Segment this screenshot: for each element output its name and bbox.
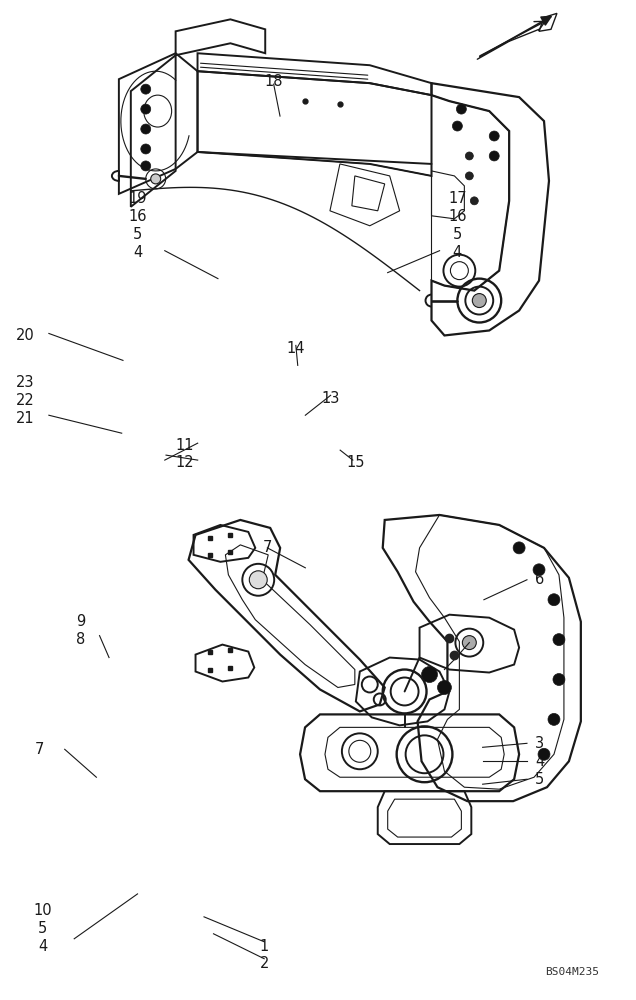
Text: 3: 3 — [535, 736, 544, 751]
Circle shape — [548, 713, 560, 725]
Text: 23: 23 — [16, 375, 35, 390]
Text: 4: 4 — [535, 754, 544, 769]
Text: 2: 2 — [259, 956, 269, 971]
Circle shape — [141, 124, 151, 134]
Circle shape — [538, 748, 550, 760]
Text: 7: 7 — [263, 540, 272, 555]
Circle shape — [533, 564, 545, 576]
Text: 20: 20 — [16, 328, 35, 343]
Circle shape — [141, 144, 151, 154]
Circle shape — [466, 172, 473, 180]
Text: 17: 17 — [448, 191, 467, 206]
Text: 16: 16 — [128, 209, 147, 224]
Text: 22: 22 — [16, 393, 35, 408]
Text: BS04M235: BS04M235 — [545, 967, 598, 977]
Text: 7: 7 — [35, 742, 44, 757]
Circle shape — [513, 542, 525, 554]
Circle shape — [141, 104, 151, 114]
Circle shape — [489, 151, 499, 161]
Circle shape — [249, 571, 267, 589]
Text: 13: 13 — [321, 391, 340, 406]
Circle shape — [438, 680, 452, 694]
Text: 14: 14 — [287, 341, 305, 356]
Circle shape — [452, 121, 462, 131]
Text: 12: 12 — [176, 455, 195, 470]
Text: 9: 9 — [76, 614, 85, 629]
Text: 18: 18 — [265, 74, 283, 89]
Circle shape — [473, 294, 487, 308]
Text: 21: 21 — [16, 411, 35, 426]
Text: 10: 10 — [33, 903, 52, 918]
Text: 4: 4 — [133, 245, 142, 260]
Circle shape — [422, 667, 438, 682]
Text: 16: 16 — [448, 209, 467, 224]
Text: 5: 5 — [38, 921, 47, 936]
Circle shape — [548, 594, 560, 606]
Text: 15: 15 — [347, 455, 365, 470]
Circle shape — [141, 84, 151, 94]
Circle shape — [553, 674, 565, 685]
Text: 6: 6 — [535, 572, 544, 587]
Circle shape — [489, 131, 499, 141]
Text: 1: 1 — [259, 939, 269, 954]
Text: 5: 5 — [535, 772, 544, 787]
Text: 5: 5 — [453, 227, 462, 242]
Circle shape — [141, 161, 151, 171]
Text: 19: 19 — [128, 191, 147, 206]
Text: 5: 5 — [133, 227, 142, 242]
Text: 4: 4 — [453, 245, 462, 260]
Circle shape — [457, 104, 466, 114]
Circle shape — [151, 174, 161, 184]
Circle shape — [471, 197, 478, 205]
Text: 4: 4 — [38, 939, 47, 954]
Circle shape — [553, 634, 565, 646]
Text: 11: 11 — [176, 438, 194, 453]
Circle shape — [466, 152, 473, 160]
Circle shape — [462, 636, 476, 650]
Text: 8: 8 — [76, 632, 85, 647]
